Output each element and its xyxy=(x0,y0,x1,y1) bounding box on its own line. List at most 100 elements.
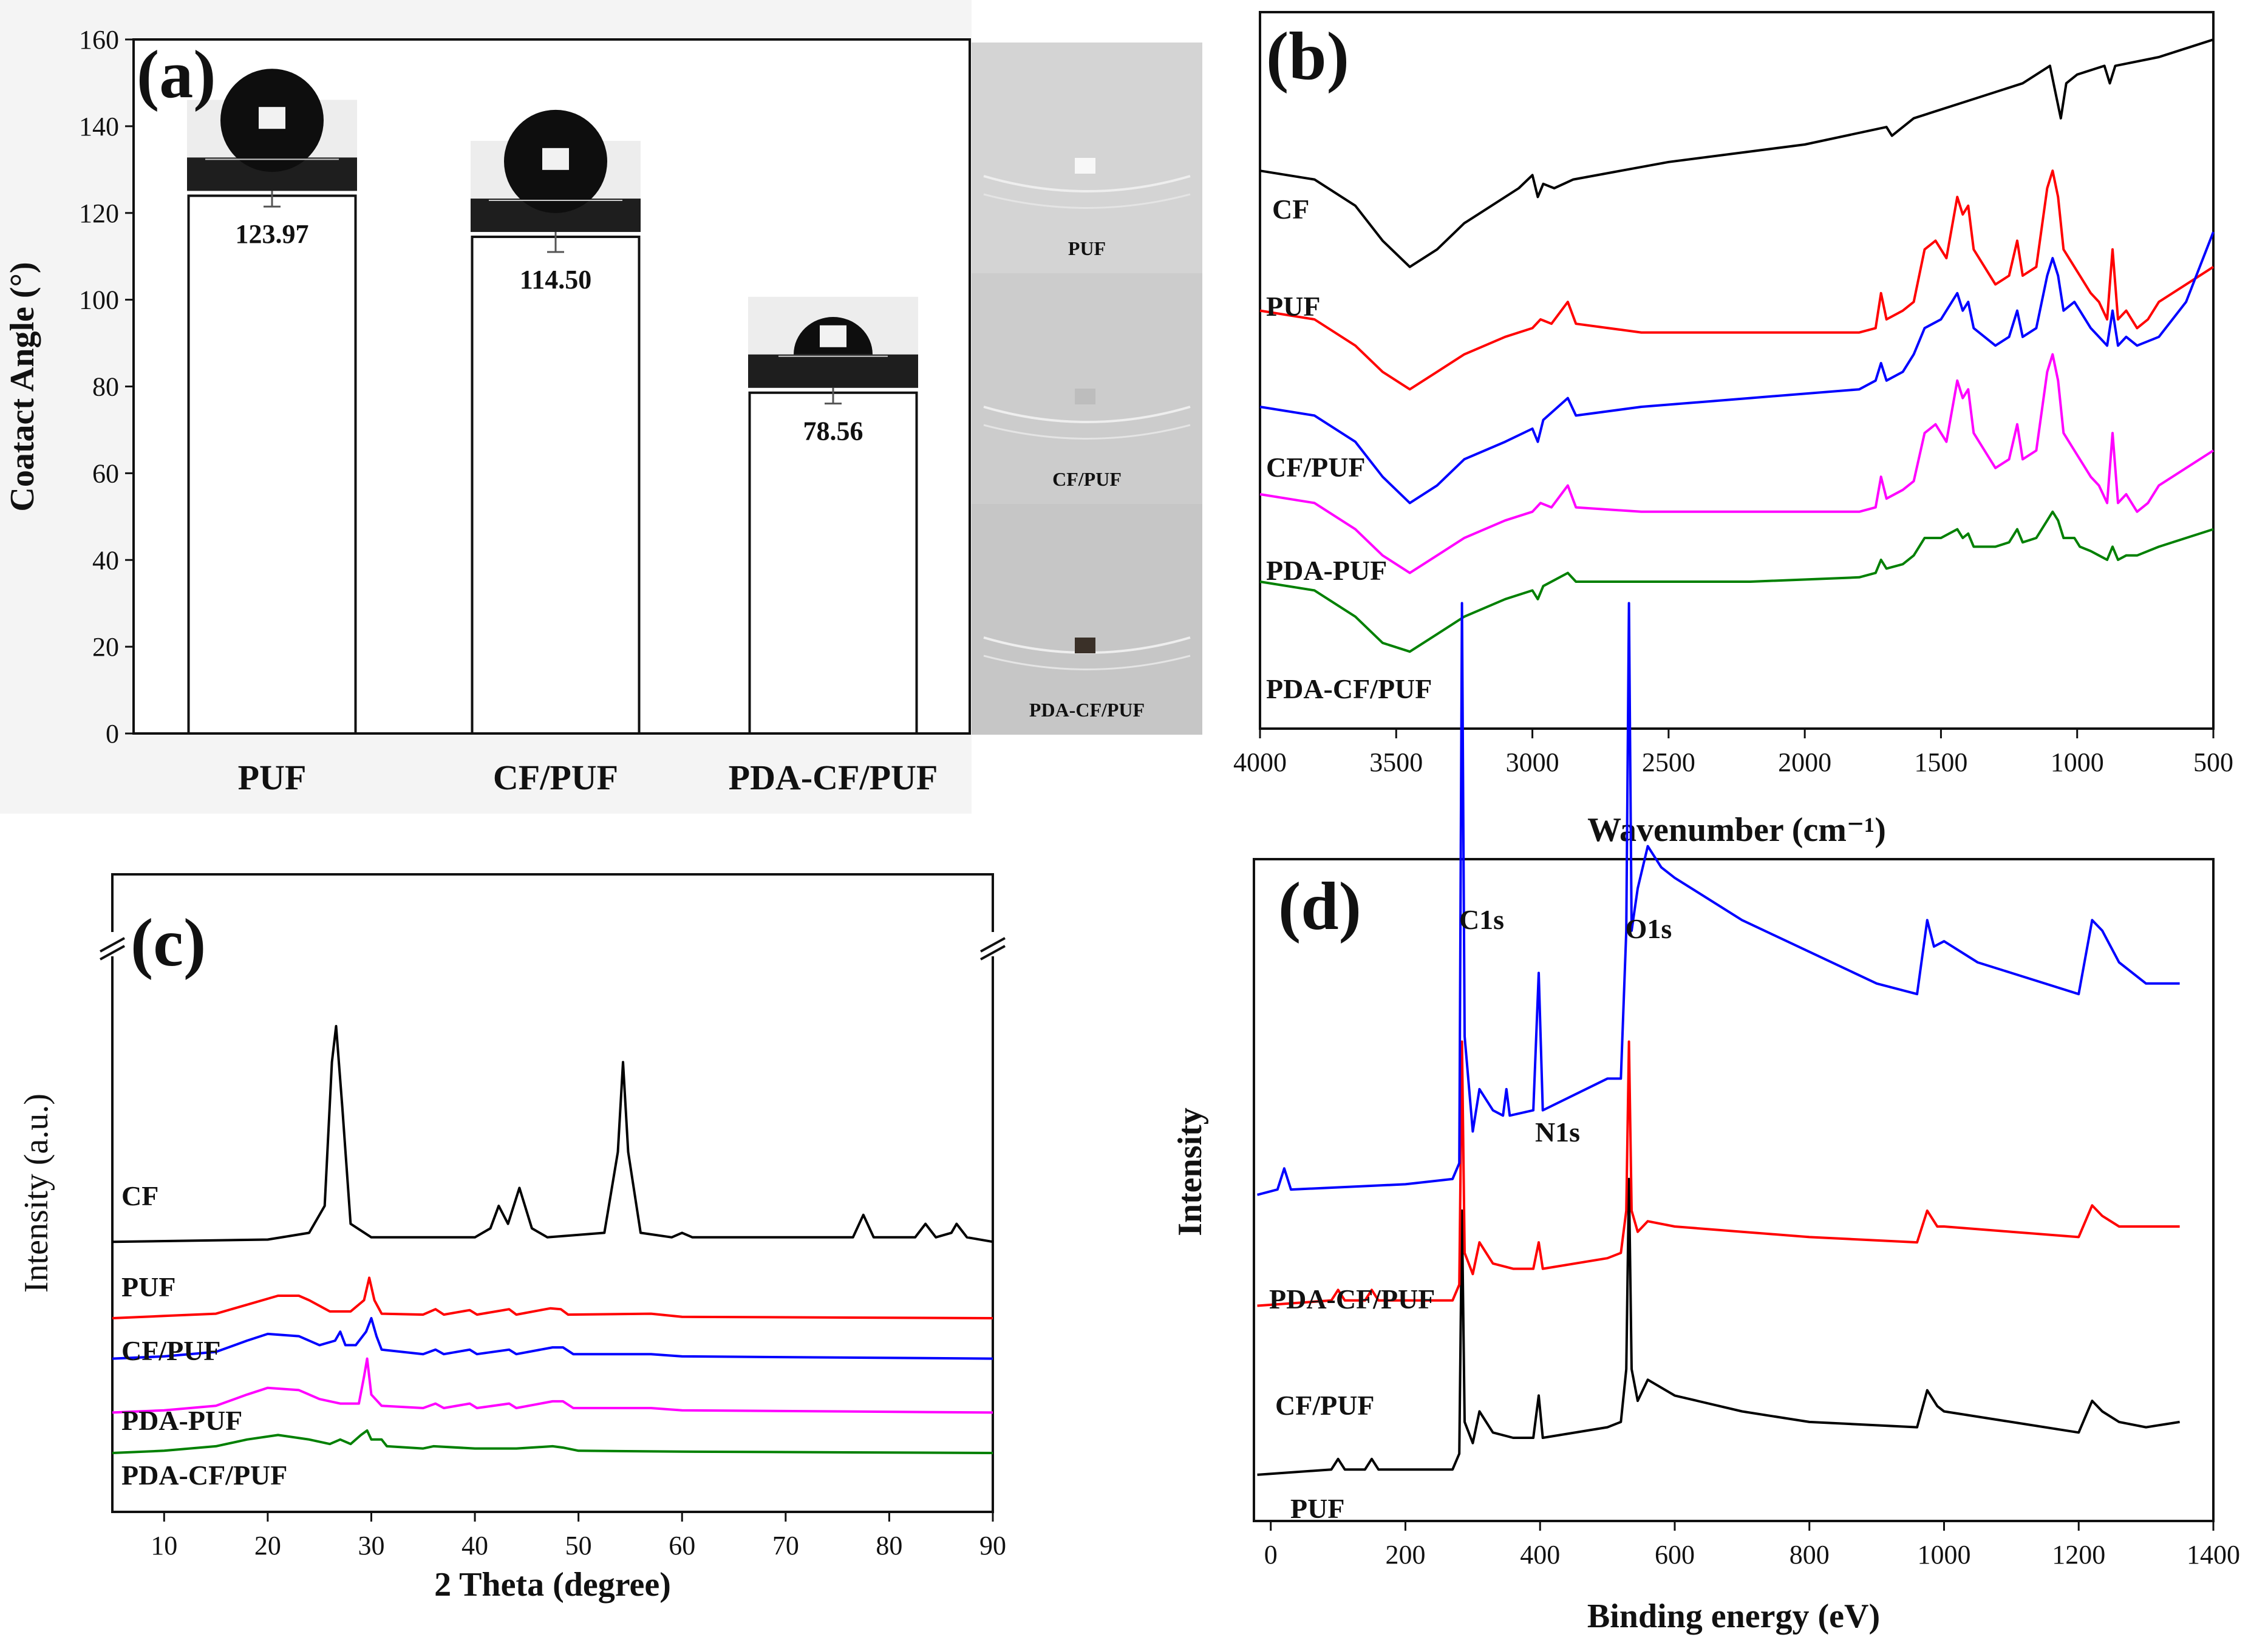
panel-c-x-ticks: 10 20 30 40 50 60 70 80 90 xyxy=(151,1512,1006,1560)
x-tick-label: 800 xyxy=(1790,1540,1830,1570)
y-tick-label: 160 xyxy=(79,25,119,55)
y-tick-label: 100 xyxy=(79,285,119,315)
series-label-pda-cf-puf: PDA-CF/PUF xyxy=(1266,673,1432,704)
series-line-pda-cf-puf xyxy=(1259,510,2214,653)
x-category-label: PDA-CF/PUF xyxy=(729,758,938,797)
droplet-highlight xyxy=(542,148,569,170)
x-tick-label: 2500 xyxy=(1642,747,1695,777)
axis-break-right xyxy=(980,932,1006,961)
x-tick-label: 500 xyxy=(2193,747,2233,777)
series-line-puf xyxy=(112,1276,993,1319)
panel-a-vials: PUF CF/PUF PDA-CF/PUF xyxy=(983,158,1191,721)
x-tick-label: 1200 xyxy=(2052,1540,2105,1570)
panel-c-xlabel: 2 Theta (degree) xyxy=(434,1566,671,1604)
value-label: 114.50 xyxy=(520,265,592,294)
series-label-pda-puf: PDA-PUF xyxy=(121,1405,242,1436)
y-tick-label: 140 xyxy=(79,112,119,141)
x-tick-label: 80 xyxy=(876,1531,902,1560)
bar-puf xyxy=(187,194,357,735)
panel-a-y-ticks: 0 20 40 60 80 100 120 140 160 xyxy=(79,25,134,749)
panel-a-label: (a) xyxy=(137,37,216,112)
droplet-image xyxy=(471,109,641,233)
series-line-cf xyxy=(112,1025,993,1244)
panel-b-plot-frame xyxy=(1259,11,2215,730)
panel-c-plot-frame xyxy=(111,873,994,1513)
vial-label: PDA-CF/PUF xyxy=(1029,699,1145,721)
x-tick-label: 90 xyxy=(979,1531,1006,1560)
series-line-cf-puf xyxy=(1259,231,2215,505)
panel-b-series-labels: CF PUF CF/PUF PDA-PUF PDA-CF/PUF xyxy=(1266,194,1432,704)
vial-label: CF/PUF xyxy=(1052,468,1122,490)
sample-piece xyxy=(1075,389,1095,404)
panel-d-x-ticks: 0 200 400 600 800 1000 1200 1400 xyxy=(1264,1521,2240,1570)
axis-break-mark xyxy=(980,937,1006,953)
x-tick-label: 1000 xyxy=(1917,1540,1970,1570)
panel-d-label: (d) xyxy=(1278,869,1361,944)
panel-d-ylabel: Intensity xyxy=(1171,1108,1209,1236)
axis-break-mark xyxy=(100,945,125,961)
series-label-cf-puf: CF/PUF xyxy=(1275,1390,1375,1421)
panel-a-droplet-images xyxy=(187,69,918,388)
substrate xyxy=(748,354,918,388)
series-line-cf-puf xyxy=(112,1317,993,1360)
series-line-cf-puf xyxy=(1257,1040,2180,1307)
vial-rim xyxy=(983,193,1191,209)
sample-piece xyxy=(1075,638,1095,653)
sample-piece xyxy=(1075,158,1095,174)
y-tick-label: 60 xyxy=(92,458,119,488)
series-label-cf-puf: CF/PUF xyxy=(121,1335,221,1366)
series-label-puf: PUF xyxy=(1266,291,1320,322)
peak-label-n1s: N1s xyxy=(1535,1117,1580,1148)
axis-break-mark xyxy=(100,937,125,953)
value-label: 123.97 xyxy=(236,219,309,249)
x-tick-label: 400 xyxy=(1520,1540,1560,1570)
series-line-cf xyxy=(1259,38,2214,268)
panel-a-bars: 123.97 114.50 78.56 xyxy=(187,184,918,735)
droplet-image xyxy=(748,296,918,388)
y-tick-label: 20 xyxy=(92,632,119,662)
x-tick-label: 1000 xyxy=(2051,747,2104,777)
panel-b-xlabel: Wavenumber (cm⁻¹) xyxy=(1587,811,1886,849)
x-tick-label: 4000 xyxy=(1233,747,1287,777)
series-line-puf xyxy=(1257,1177,2180,1476)
series-label-pda-cf-puf: PDA-CF/PUF xyxy=(1269,1284,1435,1315)
vial-rim xyxy=(983,175,1191,192)
vial-label: PUF xyxy=(1068,237,1106,259)
panel-c: 10 20 30 40 50 60 70 80 90 CF PUF CF/PUF PDA-PUF PDA… xyxy=(18,873,1006,1604)
vial-photo-bottom xyxy=(972,504,1202,735)
vial-rim xyxy=(983,424,1191,440)
panel-d-xlabel: Binding energy (eV) xyxy=(1587,1597,1880,1635)
x-tick-label: 3500 xyxy=(1369,747,1423,777)
x-tick-label: 60 xyxy=(669,1531,695,1560)
x-category-label: CF/PUF xyxy=(493,758,618,797)
x-tick-label: 1400 xyxy=(2187,1540,2240,1570)
x-tick-label: 600 xyxy=(1655,1540,1695,1570)
droplet-highlight xyxy=(820,325,846,347)
series-label-cf: CF xyxy=(121,1180,158,1211)
series-line-pda-cf-puf xyxy=(1256,602,2180,1196)
panel-b-label: (b) xyxy=(1266,19,1349,94)
panel-c-ylabel: Intensity (a.u.) xyxy=(18,1094,55,1293)
axis-break-mark xyxy=(980,945,1006,961)
peak-label-o1s: O1s xyxy=(1626,913,1672,944)
panel-c-series xyxy=(112,1025,993,1454)
vial-rim xyxy=(983,406,1191,423)
vial-rim xyxy=(983,655,1191,670)
y-tick-label: 80 xyxy=(92,372,119,402)
panel-d-plot-frame xyxy=(1253,858,2215,1522)
x-tick-label: 200 xyxy=(1385,1540,1425,1570)
droplet-highlight xyxy=(259,107,285,129)
panel-d: 0 200 400 600 800 1000 1200 1400 PUF CF/PUF PDA-C… xyxy=(1171,602,2240,1635)
series-label-cf-puf: CF/PUF xyxy=(1266,452,1366,483)
series-label-pda-puf: PDA-PUF xyxy=(1266,555,1387,586)
series-line-pda-puf xyxy=(1259,353,2215,574)
series-line-pda-puf xyxy=(112,1357,993,1414)
y-tick-label: 40 xyxy=(92,545,119,575)
series-label-pda-cf-puf: PDA-CF/PUF xyxy=(121,1460,287,1491)
x-tick-label: 70 xyxy=(772,1531,799,1560)
y-tick-label: 0 xyxy=(106,719,119,749)
droplet-image xyxy=(187,69,357,191)
bar-cf-puf xyxy=(471,236,641,735)
panel-a-ylabel: Coatact Angle (°) xyxy=(4,262,41,511)
